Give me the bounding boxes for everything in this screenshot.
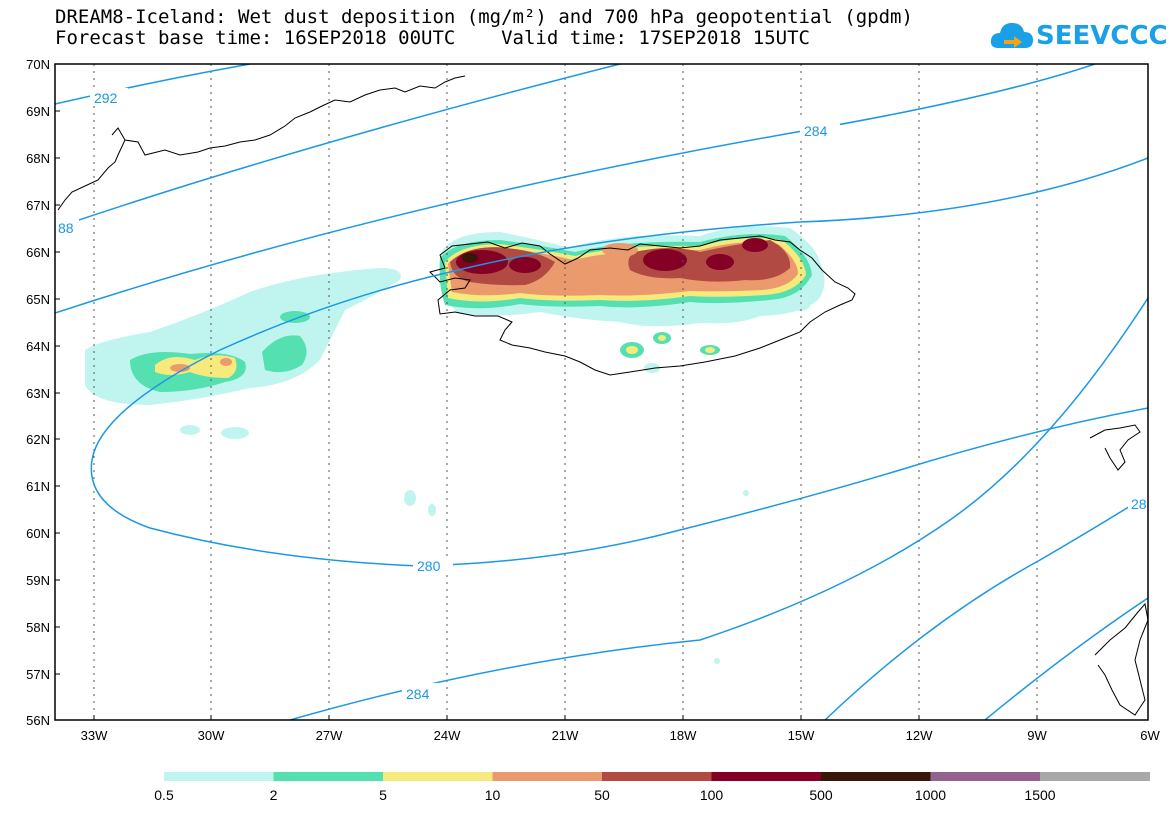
lat-label: 58N: [26, 620, 50, 635]
lat-label: 70N: [26, 57, 50, 72]
lon-ticks: [93, 715, 1038, 720]
dust-patch-west-4: [280, 311, 310, 323]
faroe-coast: [1089, 424, 1141, 471]
contour-292: [55, 64, 251, 105]
lon-label: 30W: [198, 728, 225, 743]
colorbar-swatch: [1040, 772, 1150, 781]
dust-blob: [743, 490, 749, 496]
seevccc-logo: SEEVCCC: [990, 18, 1168, 58]
colorbar-label: 2: [270, 787, 278, 803]
lon-label: 21W: [552, 728, 579, 743]
lon-label: 15W: [788, 728, 815, 743]
colorbar-label: 0.5: [154, 787, 174, 803]
coastlines: [57, 75, 1148, 716]
lon-labels: 33W 30W 27W 24W 21W 18W 15W 12W 9W 6W: [81, 728, 1161, 743]
contour-label: 280: [417, 558, 441, 574]
dust-patch-iceland-8: [509, 257, 541, 273]
contour-284-north: [55, 64, 1096, 314]
chart-title: DREAM8-Iceland: Wet dust deposition (mg/…: [55, 6, 913, 28]
iceland-coast: [429, 235, 856, 376]
colorbar-swatch: [930, 772, 1041, 781]
dust-blob: [180, 425, 200, 435]
colorbar-swatch: [164, 772, 274, 781]
lat-label: 62N: [26, 432, 50, 447]
chart-subtitle: Forecast base time: 16SEP2018 00UTC Vali…: [55, 27, 810, 49]
colorbar-swatch: [383, 772, 493, 781]
lat-label: 57N: [26, 667, 50, 682]
contour-label: 284: [804, 123, 828, 139]
lon-label: 24W: [434, 728, 461, 743]
dust-patch-iceland-7: [456, 250, 508, 274]
dust-patch-iceland-10: [706, 254, 734, 270]
dust-patch-iceland-9: [643, 249, 687, 271]
dust-blob: [626, 346, 638, 354]
lat-label: 56N: [26, 713, 50, 728]
lon-label: 18W: [670, 728, 697, 743]
dust-patch-west-7: [220, 358, 232, 366]
dust-blob: [790, 299, 810, 311]
colorbar-label: 50: [594, 787, 610, 803]
lon-label: 33W: [81, 728, 108, 743]
gridlines: [93, 64, 1038, 720]
lat-labels: 70N 69N 68N 67N 66N 65N 64N 63N 62N 61N …: [26, 57, 50, 728]
colorbar-label: 5: [379, 787, 387, 803]
lat-label: 68N: [26, 151, 50, 166]
geopotential-contours: [55, 64, 1148, 720]
dust-blob: [221, 427, 249, 439]
lon-label: 6W: [1140, 728, 1160, 743]
contour-label: 292: [94, 90, 118, 106]
dust-patch-west-5: [155, 355, 237, 378]
colorbar-label: 100: [700, 787, 724, 803]
lat-label: 66N: [26, 245, 50, 260]
colorbar-swatch: [492, 772, 603, 781]
greenland-coast: [57, 75, 466, 211]
contour-label: 88: [58, 220, 74, 236]
contour-label: 28: [1131, 496, 1147, 512]
logo-text: SEEVCCC: [1036, 21, 1168, 51]
lat-ticks: [55, 63, 60, 721]
dust-blob: [714, 658, 720, 664]
contour-label: 284: [406, 686, 430, 702]
colorbar-label: 500: [809, 787, 833, 803]
colorbar-label: 10: [485, 787, 501, 803]
contour-280-loop: [90, 157, 1148, 567]
lon-label: 9W: [1027, 728, 1047, 743]
scotland-coast: [1094, 602, 1148, 716]
colorbar-swatch: [711, 772, 822, 781]
lat-label: 59N: [26, 573, 50, 588]
dust-blob: [705, 347, 715, 353]
lat-label: 64N: [26, 339, 50, 354]
dust-blob: [404, 490, 416, 506]
contour-labels: 292 284 88 280 284 28: [55, 88, 1148, 702]
colorbar-swatch: [821, 772, 931, 781]
contour-288-north: [55, 64, 621, 229]
lat-label: 67N: [26, 198, 50, 213]
colorbar-swatch: [602, 772, 712, 781]
map-frame: [54, 63, 1149, 721]
lat-label: 61N: [26, 479, 50, 494]
dust-patch-west-3: [262, 335, 307, 373]
colorbar-label: 1500: [1024, 787, 1055, 803]
cloud-logo-icon: [990, 23, 1033, 48]
colorbar-label: 1000: [915, 787, 946, 803]
lat-label: 65N: [26, 292, 50, 307]
colorbar-swatch: [273, 772, 384, 781]
lon-label: 12W: [906, 728, 933, 743]
lat-label: 60N: [26, 526, 50, 541]
lat-label: 63N: [26, 386, 50, 401]
dust-patch-iceland-11: [742, 238, 768, 252]
dust-blob: [658, 335, 666, 341]
contour-288-south: [824, 494, 1148, 720]
contour-284-south: [289, 297, 1148, 720]
dust-patch-iceland-12: [462, 253, 478, 263]
dust-patch-west-6: [170, 364, 190, 372]
lon-label: 27W: [316, 728, 343, 743]
dust-patch-iceland-13: [602, 243, 638, 257]
dust-deposition-field: [85, 226, 825, 664]
dust-blob: [428, 504, 436, 516]
colorbar: 0.5 2 5 10 50 100 500 1000 1500: [154, 772, 1150, 803]
contour-292-south: [984, 597, 1148, 720]
lat-label: 69N: [26, 104, 50, 119]
